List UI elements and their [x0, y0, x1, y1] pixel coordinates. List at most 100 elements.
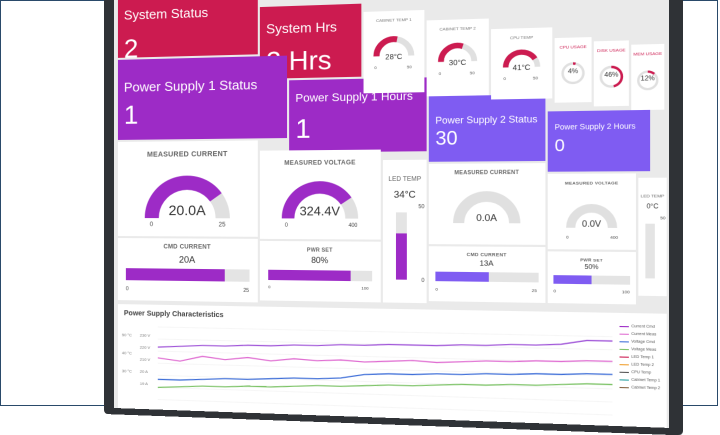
legend-item[interactable]: Current Meas — [620, 331, 657, 336]
ps1-led-panel: LED TEMP 34°C 50 0 — [383, 160, 427, 303]
ps2-voltage-gauge — [548, 173, 636, 249]
bar-max: 100 — [361, 285, 368, 290]
legend-swatch — [620, 348, 629, 349]
gauge-min: 0 — [566, 234, 569, 239]
bar-value: 80% — [260, 255, 381, 265]
bar-fill — [126, 268, 224, 281]
mini-gauge-panel: CABINET TEMP 230°C050 — [427, 19, 489, 97]
led-top-label: 50 — [418, 204, 424, 210]
bar-max: 25 — [243, 288, 249, 294]
ps1-voltage-gauge — [260, 150, 381, 240]
mini-gauge-panel: DISK USAGE46% — [594, 40, 629, 106]
panel-title: CMD CURRENT — [429, 251, 546, 257]
mini-gauge-panel: CABINET TEMP 128°C050 — [364, 10, 425, 93]
y-right-tick: 210 V — [140, 357, 150, 362]
legend-label: Voltage Meas — [631, 347, 656, 352]
tile-value: 2 — [124, 33, 138, 58]
bar-fill — [435, 272, 488, 282]
bar-value: 13A — [429, 260, 546, 269]
legend-item[interactable]: Current Cmd — [620, 324, 655, 329]
tile-value: 0 — [555, 137, 565, 157]
bar-track — [268, 270, 372, 282]
mini-gauge-value: 4% — [555, 68, 592, 75]
tile-title: Power Supply 2 Status — [435, 114, 537, 126]
legend-label: Cabinet Temp 2 — [631, 385, 660, 390]
bar-value: 50% — [548, 264, 636, 271]
ps2-current-panel: MEASURED CURRENT 0.0A — [429, 163, 546, 245]
y-left-tick: 30 °C — [122, 368, 132, 373]
gauge-value: 0.0A — [429, 212, 546, 223]
bar-min: 0 — [435, 286, 437, 291]
legend-item[interactable]: Cabinet Temp 2 — [620, 385, 661, 391]
grid-line — [158, 327, 613, 337]
tile-ps2-hours[interactable]: Power Supply 2 Hours 0 — [548, 110, 650, 172]
legend-item[interactable]: CPU Temp — [620, 370, 652, 375]
gauge-max: 400 — [610, 234, 618, 239]
panel-title: CMD CURRENT — [118, 244, 258, 251]
mini-gauge-panel: MEM USAGE12% — [631, 44, 664, 110]
legend-item[interactable]: LED Temp 2 — [620, 362, 654, 367]
mini-gauge-value: 28°C — [364, 53, 425, 62]
legend-label: CPU Temp — [631, 370, 651, 375]
legend-swatch — [620, 341, 629, 342]
bar-min: 0 — [553, 288, 556, 293]
gauge-value: 324.4V — [260, 204, 381, 219]
bar-max: 100 — [622, 289, 630, 295]
legend-swatch — [620, 379, 629, 380]
dashboard-screen: System Status 2 System Hrs 2 Hrs Power S… — [114, 0, 669, 428]
tile-system-status[interactable]: System Status 2 — [118, 0, 258, 58]
mini-gauge-panel: CPU USAGE4% — [555, 37, 592, 103]
mini-gauge-max: 50 — [533, 75, 538, 80]
tile-title: Power Supply 2 Hours — [555, 123, 636, 132]
mini-gauge-panel: CPU TEMP41°C050 — [491, 27, 552, 99]
legend-item[interactable]: Voltage Meas — [620, 347, 657, 352]
y-right-tick: 20 A — [140, 369, 148, 374]
legend-swatch — [620, 356, 629, 357]
tile-value: 30 — [435, 128, 457, 150]
tile-ps1-status[interactable]: Power Supply 1 Status 1 — [118, 56, 287, 140]
ps1-pwr-set-panel: PWR SET 80% 0 100 — [260, 241, 381, 302]
y-left-tick: 40 °C — [122, 350, 132, 355]
y-right-tick: 19 A — [140, 381, 148, 386]
legend-item[interactable]: LED Temp 1 — [620, 354, 654, 359]
bar-fill — [268, 270, 351, 281]
mini-gauge — [491, 27, 552, 99]
ps1-cmd-current-panel: CMD CURRENT 20A 0 25 — [118, 238, 258, 302]
ps2-cmd-current-panel: CMD CURRENT 13A 0 25 — [429, 246, 546, 303]
bar-value: 20A — [118, 254, 258, 265]
tile-title: Power Supply 1 Status — [124, 77, 257, 95]
led-value: 0°C — [638, 204, 666, 211]
ps1-voltage-panel: MEASURED VOLTAGE 324.4V 0 400 — [260, 150, 381, 240]
gauge-value: 20.0A — [118, 202, 258, 218]
mini-gauge-value: 41°C — [491, 64, 552, 73]
legend-label: Voltage Cmd — [631, 339, 655, 344]
legend-item[interactable]: Voltage Cmd — [620, 339, 655, 344]
panel-title: PWR SET — [548, 257, 636, 263]
gauge-min: 0 — [150, 222, 153, 228]
panel-title: LED TEMP — [383, 177, 427, 183]
gauge-value: 0.0V — [548, 219, 636, 229]
mini-gauge-max: 50 — [470, 70, 475, 75]
legend-item[interactable]: Cabinet Temp 1 — [620, 377, 661, 383]
panel-title: LED TEMP — [638, 193, 666, 199]
mini-gauge — [427, 19, 489, 97]
mini-gauge-value: 12% — [631, 76, 664, 83]
mini-gauge-min: 0 — [374, 65, 376, 70]
gauge-max: 25 — [219, 222, 226, 228]
bar-track — [553, 275, 630, 285]
mini-gauge-min: 0 — [439, 70, 441, 75]
tile-value: 1 — [295, 113, 310, 145]
tile-ps2-status[interactable]: Power Supply 2 Status 30 — [429, 94, 546, 162]
legend-label: Current Meas — [631, 332, 656, 337]
legend-label: Current Cmd — [631, 324, 655, 329]
legend-label: LED Temp 1 — [631, 355, 654, 360]
mini-gauge — [364, 10, 425, 93]
legend-swatch — [620, 333, 629, 334]
tile-title: System Hrs — [266, 19, 337, 37]
led-thermo-track — [645, 224, 654, 279]
gauge-min: 0 — [285, 223, 288, 229]
power-supply-chart-panel: Power Supply Characteristics 50 °C 40 °C… — [118, 304, 667, 428]
legend-label: LED Temp 2 — [631, 362, 654, 367]
led-thermo-track — [396, 212, 407, 279]
bar-min: 0 — [268, 284, 270, 289]
